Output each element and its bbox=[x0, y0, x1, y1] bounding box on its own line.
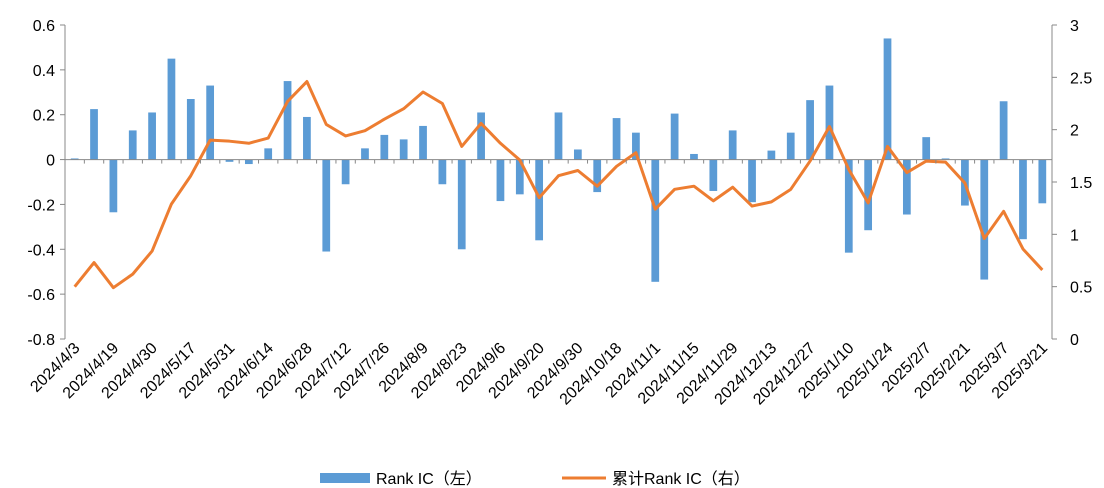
bar bbox=[709, 159, 718, 191]
bar bbox=[593, 159, 602, 193]
bar bbox=[322, 159, 331, 252]
bar bbox=[438, 159, 447, 185]
y-tick-label: -0.6 bbox=[27, 287, 55, 304]
bar bbox=[283, 81, 292, 160]
bar bbox=[264, 148, 273, 160]
bar bbox=[477, 112, 485, 160]
bar bbox=[844, 159, 853, 253]
legend-swatch bbox=[320, 473, 370, 483]
bar bbox=[922, 137, 931, 160]
bar bbox=[999, 101, 1008, 160]
bar bbox=[690, 153, 698, 160]
bar bbox=[748, 159, 756, 203]
bar bbox=[186, 99, 195, 160]
y-tick-label: -0.4 bbox=[27, 242, 55, 259]
y2-tick-label: 2 bbox=[1070, 123, 1079, 140]
y2-tick-label: 0.5 bbox=[1070, 280, 1092, 297]
legend-label: Rank IC（左） bbox=[376, 470, 482, 488]
y2-tick-label: 1.5 bbox=[1070, 175, 1092, 192]
y-tick-label: 0.4 bbox=[33, 63, 55, 80]
bar bbox=[515, 159, 524, 195]
bar bbox=[380, 134, 389, 160]
bar bbox=[864, 159, 873, 231]
bar bbox=[902, 159, 911, 215]
bar bbox=[1019, 159, 1027, 240]
legend-label: 累计Rank IC（右） bbox=[612, 470, 750, 488]
bar bbox=[670, 113, 679, 160]
y-tick-label: 0 bbox=[46, 153, 55, 170]
bar bbox=[651, 159, 660, 282]
y-tick-label: 0.2 bbox=[33, 108, 55, 125]
bar bbox=[496, 159, 505, 202]
bar bbox=[883, 38, 892, 160]
y-tick-label: -0.8 bbox=[27, 332, 55, 349]
bar bbox=[535, 159, 544, 241]
y-tick-label: -0.2 bbox=[27, 197, 55, 214]
bar bbox=[767, 150, 776, 160]
line bbox=[73, 80, 1044, 290]
bar bbox=[90, 109, 98, 160]
bar bbox=[806, 100, 814, 160]
bar bbox=[70, 158, 79, 160]
bar bbox=[554, 112, 563, 160]
bar bbox=[825, 85, 834, 160]
bar bbox=[786, 132, 795, 160]
bar bbox=[341, 159, 350, 185]
y2-tick-label: 0 bbox=[1070, 332, 1079, 349]
y2-tick-label: 3 bbox=[1070, 18, 1079, 35]
bar bbox=[419, 125, 427, 160]
bar bbox=[303, 116, 311, 160]
bar bbox=[457, 159, 466, 250]
bar bbox=[399, 139, 408, 160]
bar bbox=[1038, 159, 1047, 204]
bar bbox=[361, 148, 369, 160]
y2-tick-label: 2.5 bbox=[1070, 70, 1092, 87]
bar bbox=[980, 159, 989, 280]
y-tick-label: 0.6 bbox=[33, 18, 55, 35]
bar bbox=[244, 159, 253, 165]
bar bbox=[206, 85, 215, 160]
bar bbox=[128, 130, 137, 160]
y2-tick-label: 1 bbox=[1070, 227, 1079, 244]
bar bbox=[148, 112, 156, 160]
bar bbox=[728, 130, 737, 160]
bar bbox=[941, 158, 950, 160]
bar bbox=[573, 149, 582, 160]
bar bbox=[612, 118, 621, 160]
bar bbox=[167, 58, 176, 160]
bar bbox=[632, 132, 640, 160]
bar bbox=[225, 159, 234, 162]
bar bbox=[109, 159, 118, 213]
